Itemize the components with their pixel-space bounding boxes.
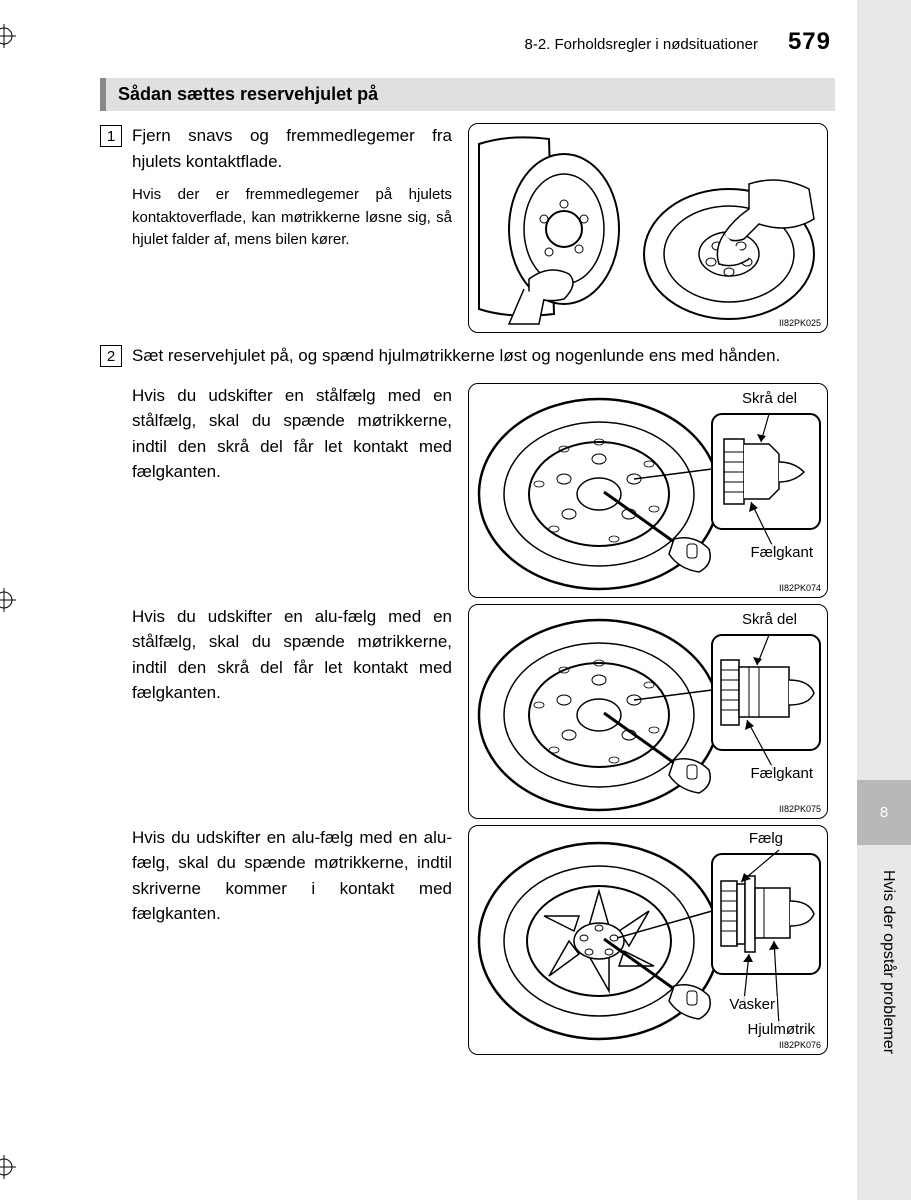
step-text: Fjern snavs og fremmedlegemer fra hjulet… <box>132 123 452 174</box>
substep-text: Hvis du udskifter en stålfælg med en stå… <box>132 383 452 485</box>
figure-wheel-cleaning: II82PK025 <box>468 123 828 333</box>
figure-id: II82PK025 <box>779 318 821 328</box>
callout-label: Hjulmøtrik <box>746 1021 818 1038</box>
figure-id: II82PK075 <box>779 804 821 814</box>
crop-mark-icon <box>0 588 16 612</box>
chapter-tab-label: Hvis der opstår problemer <box>879 870 897 1054</box>
step-number: 2 <box>100 345 122 367</box>
substep-text: Hvis du udskifter en alu-fælg med en alu… <box>132 825 452 927</box>
callout-label: Fælgkant <box>748 544 815 561</box>
crop-mark-icon <box>0 1155 16 1179</box>
figure-id: II82PK076 <box>779 1040 821 1050</box>
header-section: 8-2. Forholdsregler i nødsituationer <box>525 36 758 53</box>
page-content: Sådan sættes reservehjulet på 1 Fjern sn… <box>100 78 835 1065</box>
step-text: Sæt reservehjulet på, og spænd hjulmøtri… <box>132 343 835 369</box>
figure-steel-steel: Skrå del Fælgkant II82PK074 <box>468 383 828 598</box>
callout-label: Fælgkant <box>748 765 815 782</box>
callout-label: Vasker <box>727 996 777 1013</box>
chapter-tab: 8 <box>857 780 911 845</box>
step-2: 2 Sæt reservehjulet på, og spænd hjulmøt… <box>100 343 835 1061</box>
callout-label: Skrå del <box>740 390 799 407</box>
page-number: 579 <box>788 28 831 56</box>
chapter-number: 8 <box>880 804 888 821</box>
step-number: 1 <box>100 125 122 147</box>
section-title: Sådan sættes reservehjulet på <box>100 78 835 111</box>
substep-text: Hvis du udskifter en alu-fælg med en stå… <box>132 604 452 706</box>
figure-alu-steel: Skrå del Fælgkant II82PK075 <box>468 604 828 819</box>
step-note: Hvis der er fremmedlegemer på hjulets ko… <box>132 184 452 252</box>
callout-label: Skrå del <box>740 611 799 628</box>
crop-mark-icon <box>0 24 16 48</box>
step-1: 1 Fjern snavs og fremmedlegemer fra hjul… <box>100 123 835 339</box>
callout-label: Fælg <box>747 830 785 847</box>
page-header: 8-2. Forholdsregler i nødsituationer 579 <box>100 28 831 56</box>
manual-page: 8 Hvis der opstår problemer 8-2. Forhold… <box>0 0 911 1200</box>
figure-id: II82PK074 <box>779 583 821 593</box>
figure-alu-alu: Fælg Vasker Hjulmøtrik II82PK076 <box>468 825 828 1055</box>
